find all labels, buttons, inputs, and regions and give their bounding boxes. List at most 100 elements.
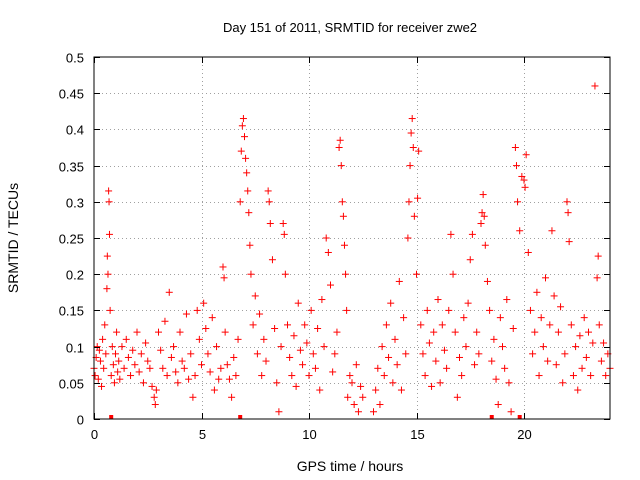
bottom-marker (238, 415, 243, 419)
y-tick-label: 0.35 (59, 160, 84, 175)
data-point (305, 372, 313, 380)
data-point (129, 346, 137, 354)
data-point (133, 328, 141, 336)
data-point (339, 212, 347, 220)
data-point (602, 372, 610, 380)
data-point (116, 375, 124, 383)
data-point (348, 379, 356, 387)
data-point (115, 357, 123, 365)
data-point (311, 364, 319, 372)
data-point (176, 328, 184, 336)
data-point (228, 393, 236, 401)
data-point (329, 368, 337, 376)
data-point (389, 379, 397, 387)
data-point (440, 346, 448, 354)
x-tick-label: 0 (91, 427, 98, 442)
data-point (593, 274, 601, 282)
data-point (385, 353, 393, 361)
data-point (483, 277, 491, 285)
data-point (406, 162, 414, 170)
data-point (404, 234, 412, 242)
data-point (335, 144, 343, 151)
data-point (234, 335, 242, 343)
data-point (414, 194, 422, 202)
data-point (114, 368, 122, 376)
data-point (533, 288, 541, 296)
data-point (582, 353, 590, 361)
data-point (516, 227, 524, 235)
x-tick-label: 10 (302, 427, 316, 442)
data-point (410, 212, 418, 220)
data-point (419, 350, 427, 358)
data-point (260, 335, 268, 343)
data-point (443, 364, 451, 372)
data-point (580, 314, 588, 322)
data-point (105, 230, 113, 238)
data-point (109, 361, 117, 369)
data-point (372, 386, 380, 394)
data-point (172, 368, 180, 376)
data-point (512, 162, 520, 170)
data-point (464, 299, 472, 307)
data-point (178, 357, 186, 365)
data-point (202, 325, 210, 332)
data-point (572, 343, 580, 351)
data-point (458, 372, 466, 380)
data-point (118, 343, 126, 351)
data-point (503, 296, 511, 304)
data-point (578, 364, 586, 372)
data-point (146, 364, 154, 372)
data-point (135, 368, 143, 376)
data-point (468, 230, 476, 238)
data-point (142, 339, 150, 347)
data-point (322, 234, 330, 242)
data-point (204, 350, 212, 358)
data-point (407, 129, 415, 137)
data-point (242, 154, 250, 162)
data-point (165, 288, 173, 296)
data-point (105, 198, 113, 206)
data-point (380, 372, 388, 380)
data-point (413, 270, 420, 278)
data-point (490, 335, 498, 343)
data-point (150, 393, 158, 401)
data-point (303, 339, 311, 347)
data-point (460, 314, 468, 322)
data-point (350, 401, 358, 409)
data-point (99, 335, 107, 343)
data-point (105, 187, 113, 195)
data-point (387, 299, 395, 307)
data-point (336, 136, 344, 144)
data-point (499, 343, 506, 351)
data-point (275, 408, 283, 416)
data-point (408, 115, 416, 123)
data-point (96, 357, 104, 365)
data-point (561, 350, 569, 358)
data-point (180, 364, 188, 372)
data-point (217, 364, 225, 372)
data-point (266, 220, 274, 228)
data-point (576, 332, 584, 340)
y-axis-label: SRMTID / TECUs (5, 183, 21, 293)
data-point (542, 274, 549, 282)
data-point (428, 382, 436, 390)
data-point (352, 361, 360, 369)
data-point (600, 339, 608, 347)
data-point (425, 339, 433, 347)
data-point (144, 357, 152, 365)
data-point (256, 310, 264, 318)
data-point (524, 248, 532, 256)
data-point (421, 372, 429, 380)
data-point (93, 343, 101, 351)
data-point (552, 361, 560, 369)
data-point (521, 183, 529, 191)
data-point (492, 375, 500, 383)
data-point (131, 361, 139, 369)
data-point (449, 270, 457, 278)
data-point (557, 303, 565, 311)
data-point (185, 375, 193, 383)
data-point (376, 401, 384, 409)
data-point (215, 375, 223, 383)
data-point (220, 274, 228, 282)
